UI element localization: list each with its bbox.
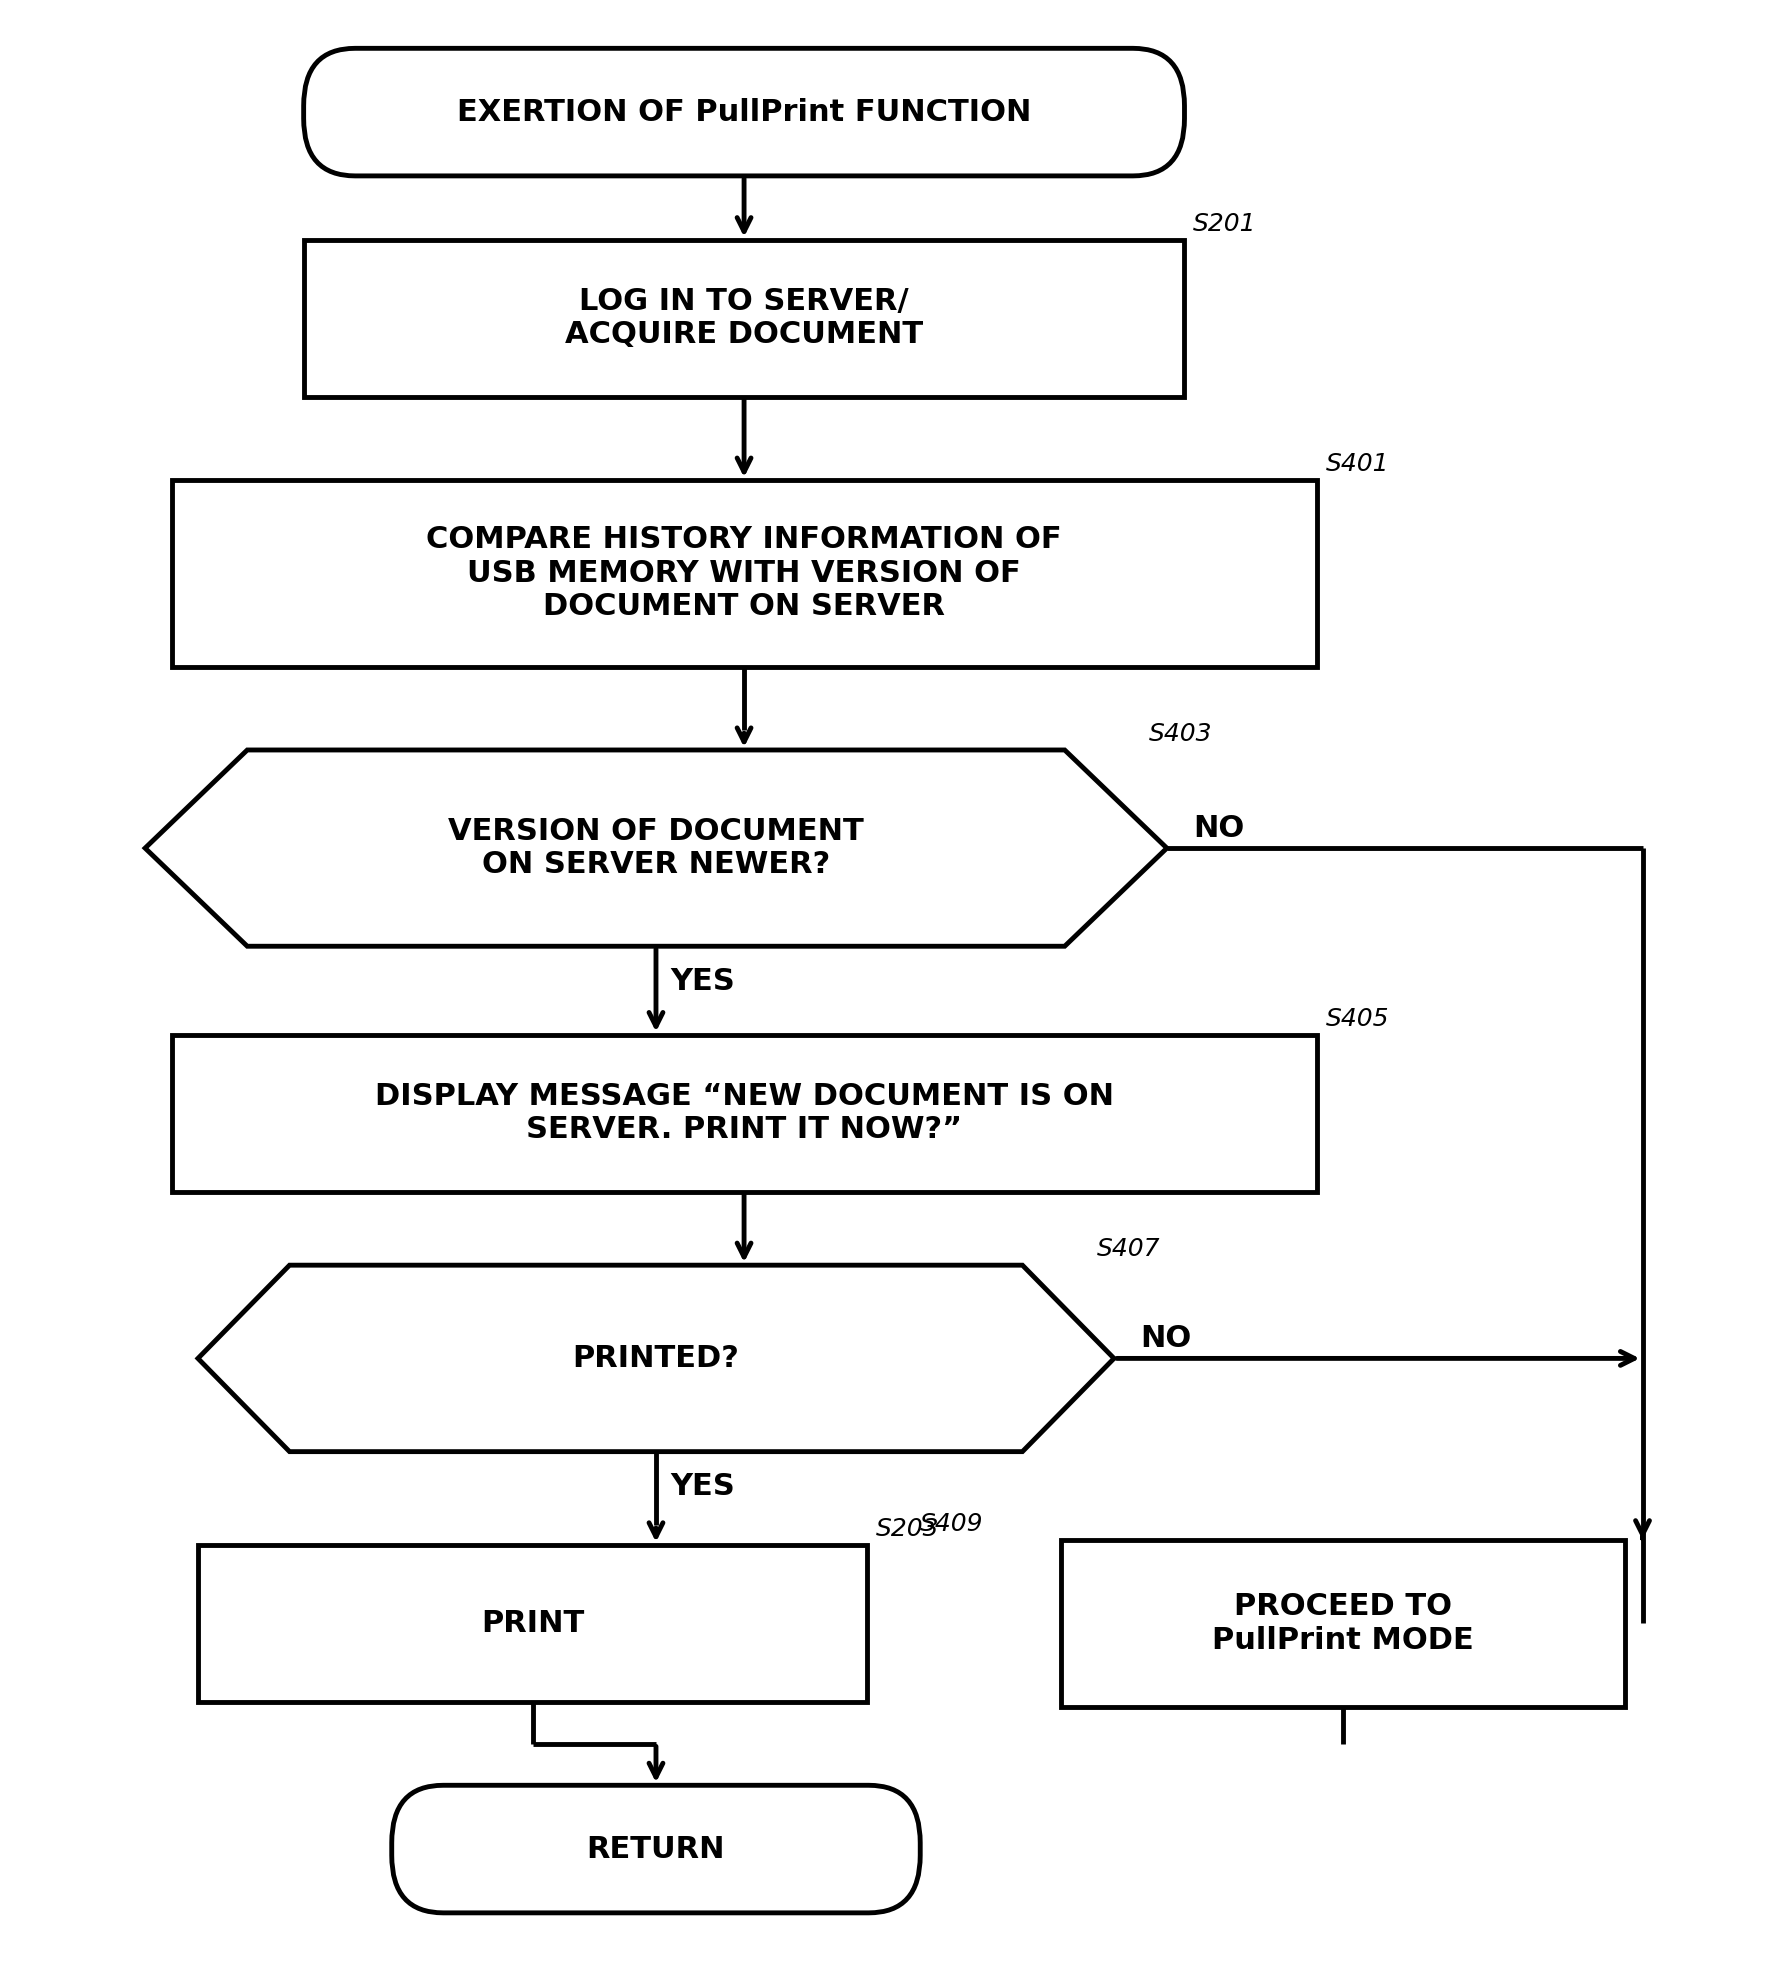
Text: S403: S403 — [1149, 721, 1212, 747]
Text: S201: S201 — [1193, 211, 1257, 237]
Bar — [304, 240, 1184, 396]
Bar — [172, 481, 1317, 666]
Text: S203: S203 — [876, 1518, 940, 1541]
Polygon shape — [145, 751, 1166, 946]
Text: COMPARE HISTORY INFORMATION OF
USB MEMORY WITH VERSION OF
DOCUMENT ON SERVER: COMPARE HISTORY INFORMATION OF USB MEMOR… — [427, 524, 1062, 621]
FancyBboxPatch shape — [391, 1786, 920, 1914]
Text: PRINT: PRINT — [481, 1608, 584, 1638]
Text: PRINTED?: PRINTED? — [572, 1344, 740, 1374]
Text: PROCEED TO
PullPrint MODE: PROCEED TO PullPrint MODE — [1212, 1593, 1474, 1656]
Bar — [198, 1545, 867, 1701]
FancyBboxPatch shape — [304, 49, 1184, 175]
Text: YES: YES — [671, 968, 735, 995]
Text: NO: NO — [1140, 1325, 1191, 1354]
Text: NO: NO — [1193, 814, 1244, 844]
Text: S409: S409 — [920, 1512, 984, 1535]
Text: EXERTION OF PullPrint FUNCTION: EXERTION OF PullPrint FUNCTION — [457, 99, 1032, 126]
Text: S401: S401 — [1326, 451, 1389, 477]
Bar — [1062, 1539, 1625, 1707]
Text: YES: YES — [671, 1472, 735, 1502]
Text: LOG IN TO SERVER/
ACQUIRE DOCUMENT: LOG IN TO SERVER/ ACQUIRE DOCUMENT — [565, 288, 924, 349]
Bar — [172, 1035, 1317, 1192]
Text: DISPLAY MESSAGE “NEW DOCUMENT IS ON
SERVER. PRINT IT NOW?”: DISPLAY MESSAGE “NEW DOCUMENT IS ON SERV… — [375, 1082, 1113, 1145]
Text: S405: S405 — [1326, 1007, 1389, 1031]
Polygon shape — [198, 1265, 1113, 1451]
Text: S407: S407 — [1096, 1238, 1159, 1261]
Text: VERSION OF DOCUMENT
ON SERVER NEWER?: VERSION OF DOCUMENT ON SERVER NEWER? — [448, 816, 864, 879]
Text: RETURN: RETURN — [586, 1835, 726, 1863]
